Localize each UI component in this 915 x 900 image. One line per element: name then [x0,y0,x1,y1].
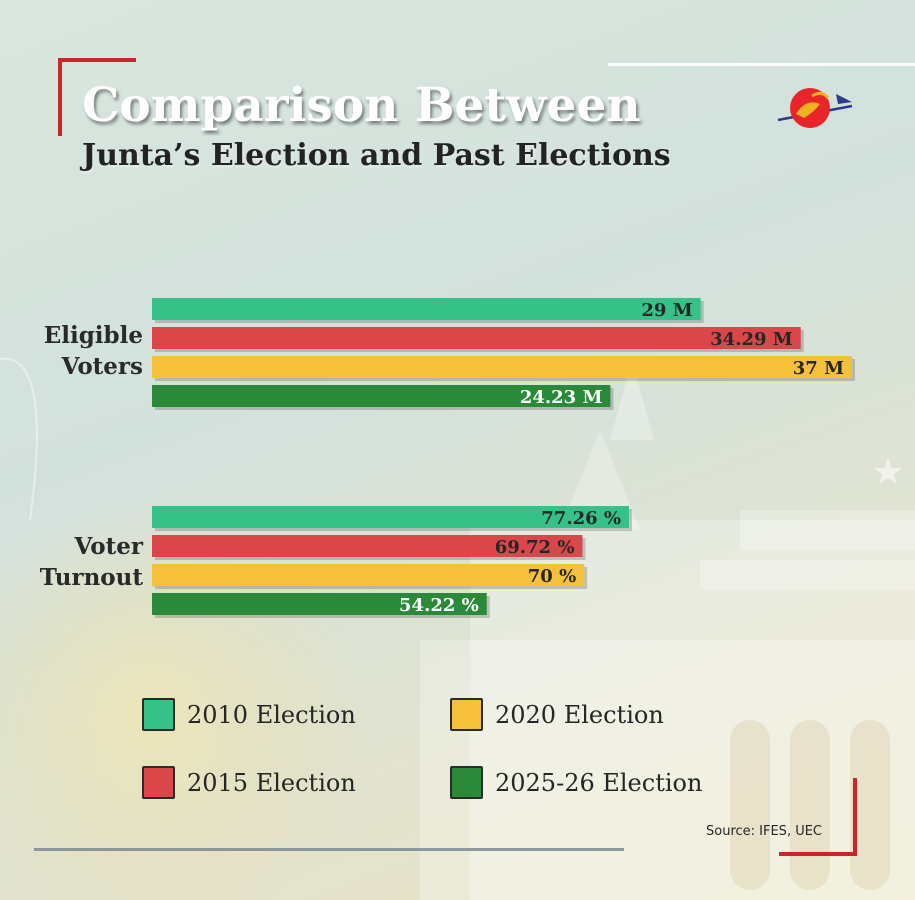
legend-swatch-2020 [450,698,483,731]
legend-item-2025-26: 2025-26 Election [450,766,702,799]
legend-item-2015: 2015 Election [142,766,356,799]
top-divider-line [608,63,915,66]
corner-accent-top-left-horizontal [58,58,136,62]
bar-value-label: 70 % [528,566,576,587]
bar-2025-26-election-voter-turnout [152,593,487,615]
legend-swatch-2010 [142,698,175,731]
page-title: Comparison Between [82,78,641,133]
bar-value-label: 69.72 % [495,537,575,558]
corner-accent-bottom-right-horizontal [779,852,857,856]
bar-2025-26-election-eligible-voters [152,385,611,407]
category-label-voter-turnout: Voter Turnout [40,531,143,593]
sun-swan-logo-icon [777,88,853,128]
source-note: Source: IFES, UEC [706,824,823,839]
category-label-eligible-voters: Eligible Voters [44,320,143,382]
bar-value-label: 34.29 M [710,329,793,350]
legend-swatch-2015 [142,766,175,799]
bar-2020-election-eligible-voters [152,356,852,378]
legend-swatch-2025-26 [450,766,483,799]
page-subtitle: Junta’s Election and Past Elections [82,138,671,173]
category-label-line: Voters [61,353,143,380]
bottom-divider-line [34,848,624,851]
bar-value-label: 37 M [793,358,844,379]
bar-2020-election-voter-turnout [152,564,585,586]
corner-accent-bottom-right [853,778,857,856]
category-label-line: Voter [74,533,143,560]
bar-2015-election-eligible-voters [152,327,801,349]
legend-label-2020: 2020 Election [495,700,664,729]
bar-value-label: 24.23 M [520,387,603,408]
category-label-line: Eligible [43,322,143,349]
bar-value-label: 54.22 % [399,595,479,616]
corner-accent-top-left [58,58,62,136]
bar-2010-election-voter-turnout [152,506,629,528]
legend-item-2010: 2010 Election [142,698,356,731]
bar-2015-election-voter-turnout [152,535,583,557]
legend-label-2015: 2015 Election [187,768,356,797]
legend-label-2025-26: 2025-26 Election [495,768,703,797]
bar-value-label: 29 M [641,300,692,321]
bar-value-label: 77.26 % [541,508,621,529]
category-label-line: Turnout [39,564,143,591]
bar-2010-election-eligible-voters [152,298,701,320]
legend-item-2020: 2020 Election [450,698,664,731]
legend-label-2010: 2010 Election [187,700,356,729]
